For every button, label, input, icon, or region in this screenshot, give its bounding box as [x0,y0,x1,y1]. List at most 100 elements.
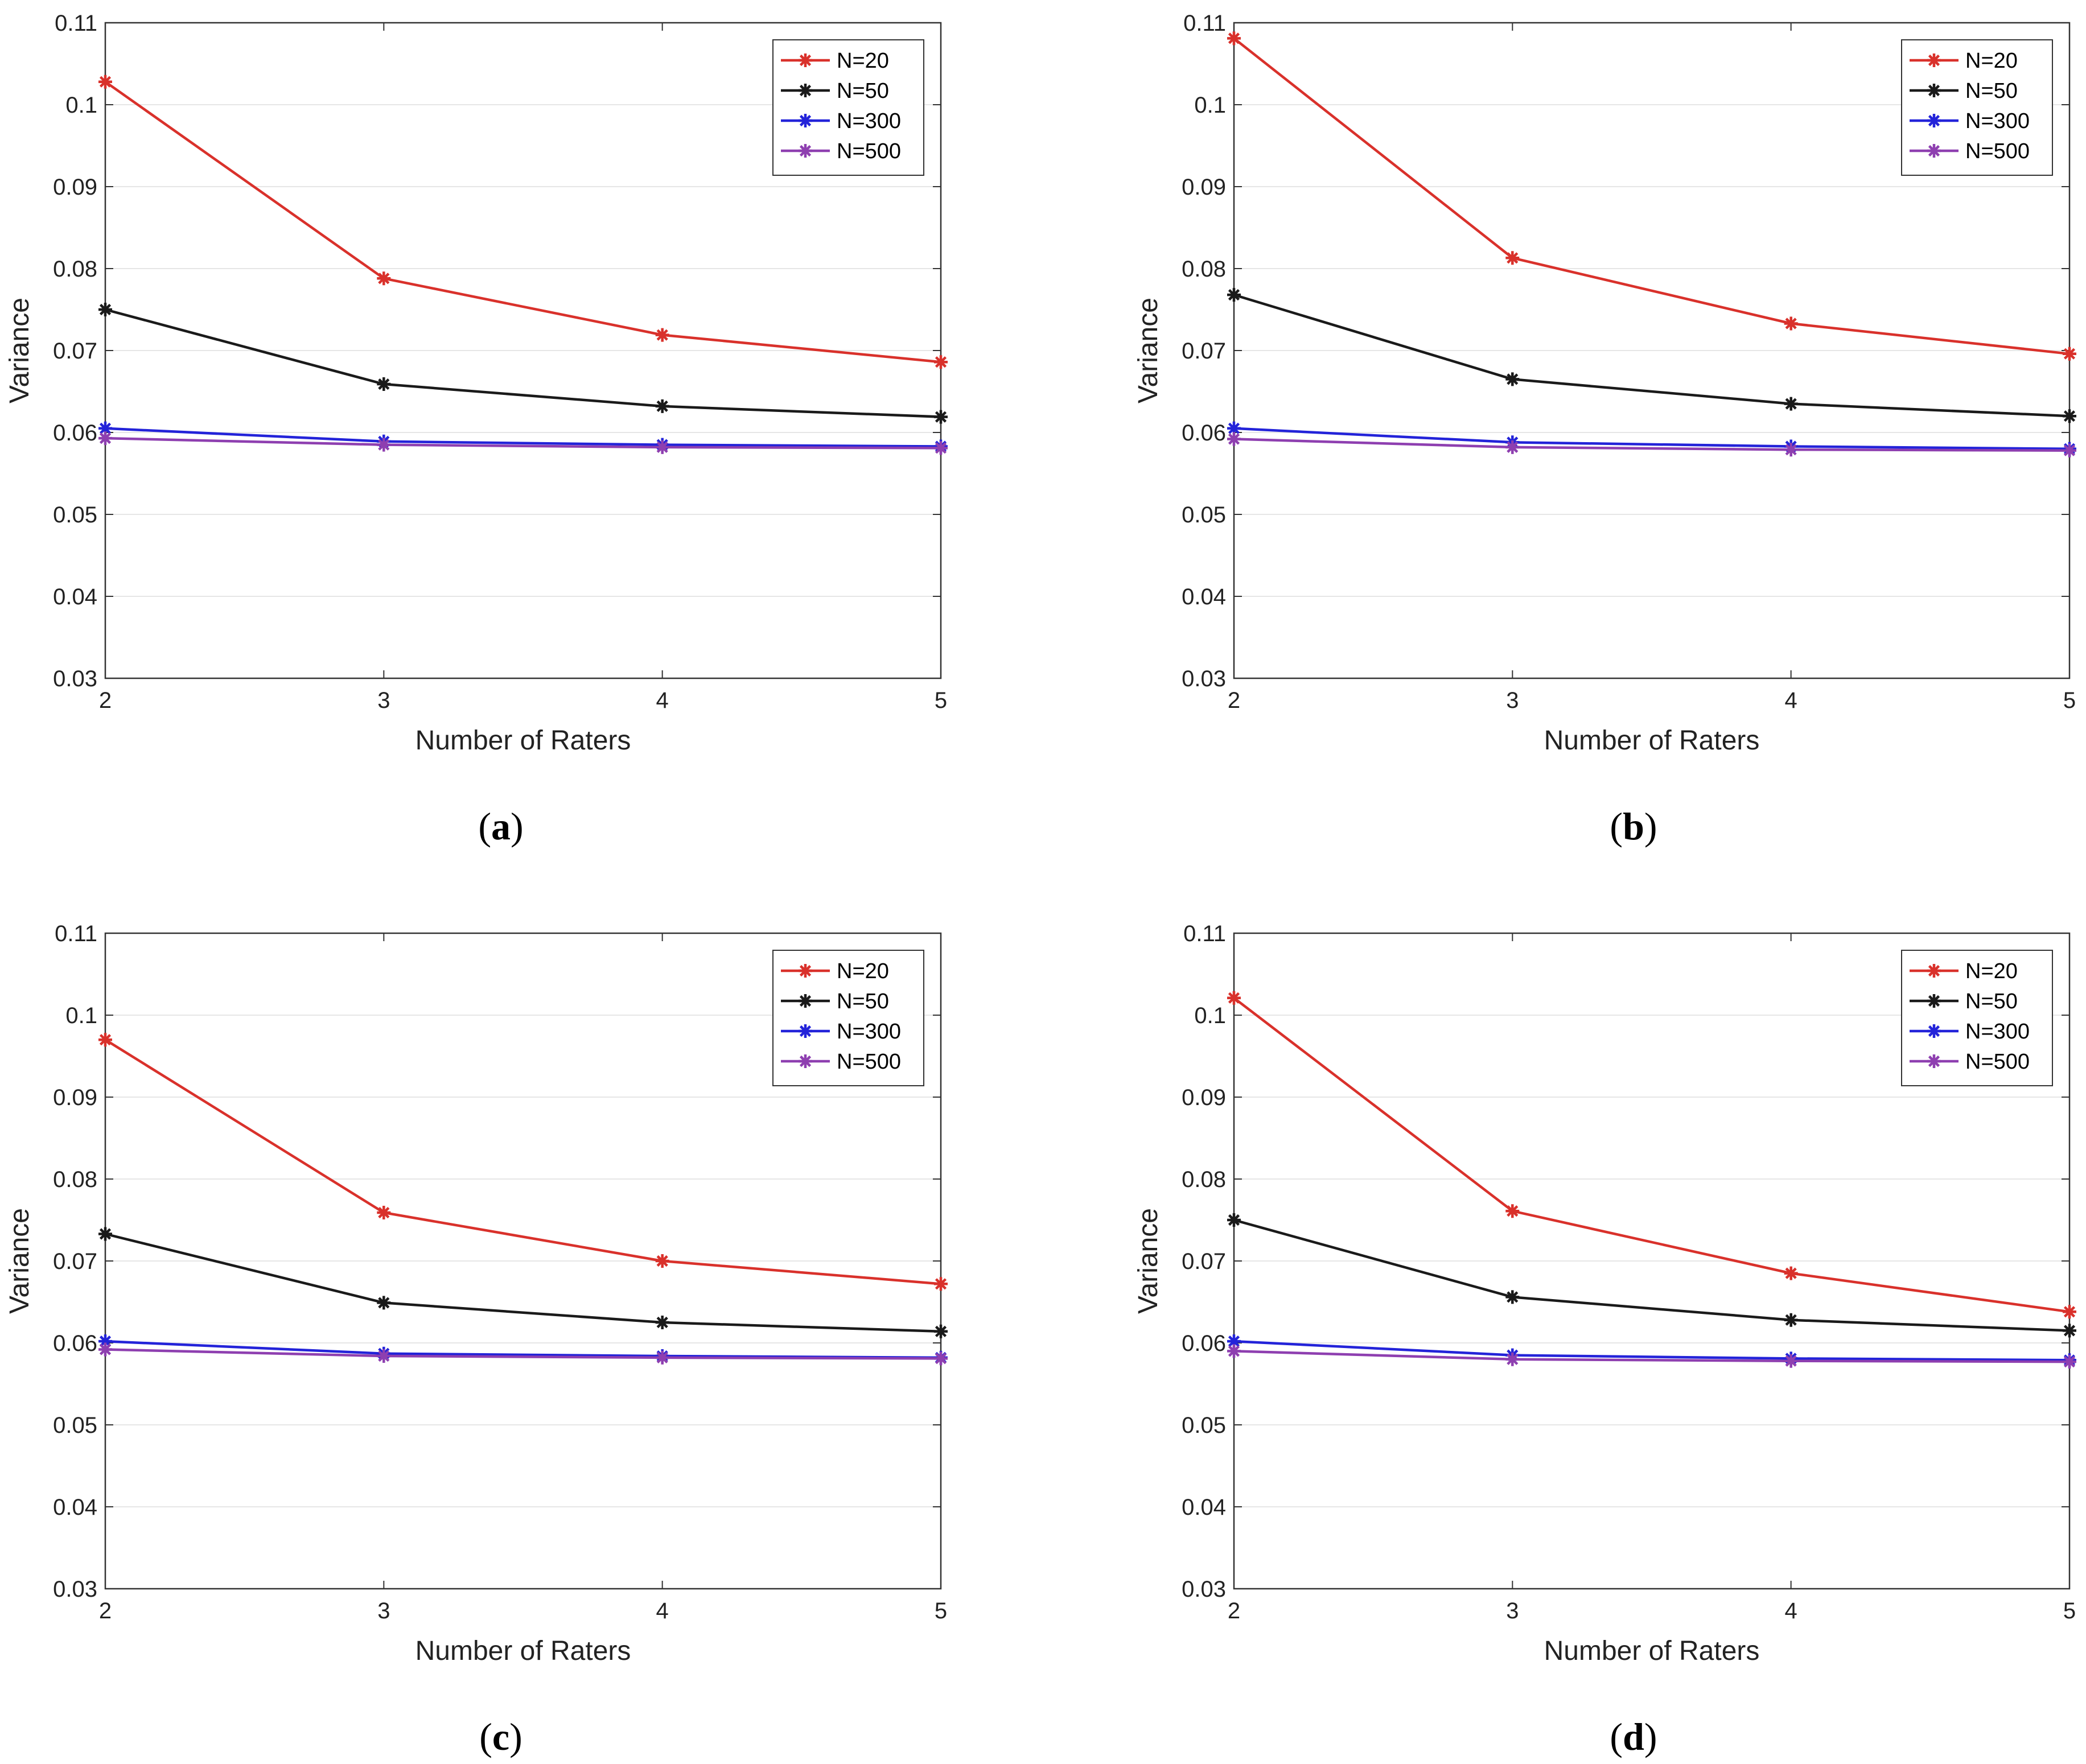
data-point [1505,1290,1520,1304]
data-point [1505,1352,1520,1366]
legend-marker [799,964,812,978]
data-point [655,328,669,342]
data-point [377,1296,391,1310]
panel-label-letter: b [1623,805,1644,848]
x-tick-label: 2 [99,1598,112,1623]
series-line [1233,37,2070,356]
series-line [104,80,941,364]
y-tick-label: 0.04 [53,1495,97,1520]
legend-marker [1927,1054,1941,1068]
x-tick-label: 5 [935,1598,947,1623]
series-line [1233,1350,2070,1363]
y-tick-label: 0.09 [1182,1085,1226,1110]
y-tick-label: 0.08 [53,1167,97,1192]
legend-label: N=50 [1965,79,2018,103]
panel-label-close: ) [509,1715,522,1758]
data-point [2063,443,2076,458]
legend-marker [1927,144,1941,158]
legend-label: N=500 [1965,139,2030,163]
y-tick-label: 0.03 [1182,1577,1226,1602]
y-tick-label: 0.08 [1182,257,1226,282]
panel-label: (a) [478,805,523,848]
legend-marker [1927,53,1941,67]
legend-marker [1927,114,1941,127]
y-tick-label: 0.03 [53,666,97,691]
axes-frame [104,22,942,679]
y-tick-label: 0.07 [53,1249,97,1274]
series-n-20 [1227,31,2076,361]
panel-label: (b) [1610,805,1657,848]
data-point [1784,1266,1798,1280]
x-tick-label: 5 [2063,1598,2076,1623]
data-point [1227,421,1241,435]
series-line [105,308,941,418]
chart-panel-c: 0.03 0.04 0.05 0.06 0.07 0.08 0.09 0.1 0.11 2 3 4 5 N… [5,921,948,1758]
panel-label-letter: a [491,805,511,848]
panel-label-letter: d [1623,1715,1644,1758]
x-axis-label: Number of Raters [1544,726,1760,756]
series-line [1233,438,2070,452]
legend-label: N=50 [837,990,889,1013]
y-tick-label: 0.05 [1182,502,1226,527]
legend-label: N=300 [1965,1020,2030,1044]
data-point [1505,251,1520,265]
y-tick-label: 0.06 [1182,421,1226,446]
y-tick-label: 0.09 [1182,175,1226,200]
y-tick-label: 0.07 [1182,339,1226,364]
x-tick-label: 5 [935,688,947,713]
x-tick-label: 3 [377,688,390,713]
y-tick-label: 0.11 [1183,11,1226,36]
series-n-20 [98,1033,948,1291]
legend-marker [799,1024,812,1038]
legend-label: N=20 [1965,49,2018,73]
series-n-500 [1227,1344,2076,1369]
y-tick-label: 0.1 [1194,93,1226,118]
y-axis-label: Variance [5,1208,35,1314]
data-point [377,1206,391,1219]
legend-label: N=20 [837,959,889,983]
data-point [1227,31,1241,46]
data-point [934,1351,948,1366]
panel-label-close: ) [511,805,524,848]
panel-label-close: ) [1644,1715,1657,1758]
data-point [1227,1213,1241,1227]
data-point [2063,409,2076,423]
data-point [1505,440,1520,454]
y-tick-label: 0.04 [1182,1495,1226,1520]
legend-label: N=50 [1965,990,2018,1013]
x-tick-label: 2 [1228,688,1240,713]
y-tick-label: 0.06 [1182,1331,1226,1356]
series-n-50 [98,303,948,424]
y-tick-label: 0.05 [53,502,97,527]
panel-label: (d) [1610,1715,1657,1758]
data-point [98,303,112,316]
series-line [1233,427,2070,451]
data-point [1505,372,1520,386]
y-tick-label: 0.05 [53,1413,97,1438]
data-point [934,441,948,455]
data-point [98,1227,112,1241]
legend-marker [799,144,812,158]
y-axis-label: Variance [1133,1208,1163,1314]
data-point [98,431,112,446]
data-point [2063,1355,2076,1369]
data-point [934,410,948,424]
data-point [377,1349,391,1363]
series-n-500 [1227,432,2076,458]
legend: N=20 N=50 N=300 N=500 [772,950,924,1086]
y-tick-label: 0.03 [1182,666,1226,691]
x-tick-label: 4 [1785,688,1797,713]
legend: N=20 N=50 N=300 N=500 [1901,950,2053,1086]
series-line [1233,293,2070,418]
series-n-500 [98,431,948,455]
legend-box [1901,39,2053,176]
data-point [1784,397,1798,411]
y-tick-label: 0.1 [65,93,97,118]
y-tick-label: 0.09 [53,1085,97,1110]
x-tick-label: 3 [377,1598,390,1623]
x-tick-label: 4 [656,1598,669,1623]
x-axis-label: Number of Raters [415,726,631,756]
y-tick-label: 0.05 [1182,1413,1226,1438]
panel-label: (c) [479,1715,522,1758]
